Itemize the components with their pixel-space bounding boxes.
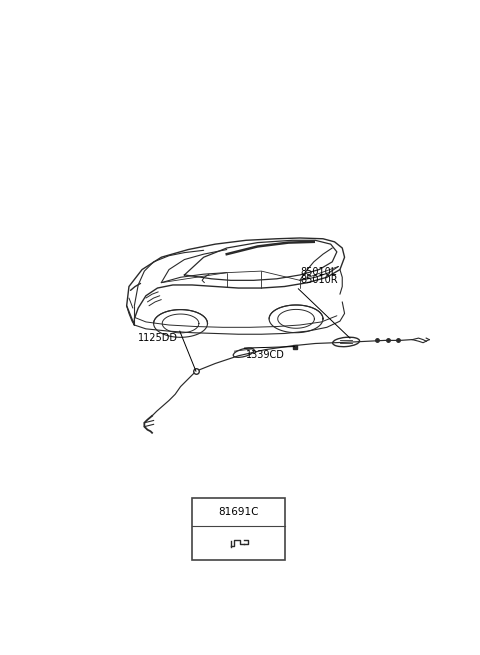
Bar xyxy=(192,498,285,560)
Text: 85010R: 85010R xyxy=(300,275,337,285)
Text: 1339CD: 1339CD xyxy=(246,350,285,360)
Text: 85010L: 85010L xyxy=(300,267,336,277)
Text: 81691C: 81691C xyxy=(218,507,259,517)
Text: 1125DD: 1125DD xyxy=(138,333,178,343)
